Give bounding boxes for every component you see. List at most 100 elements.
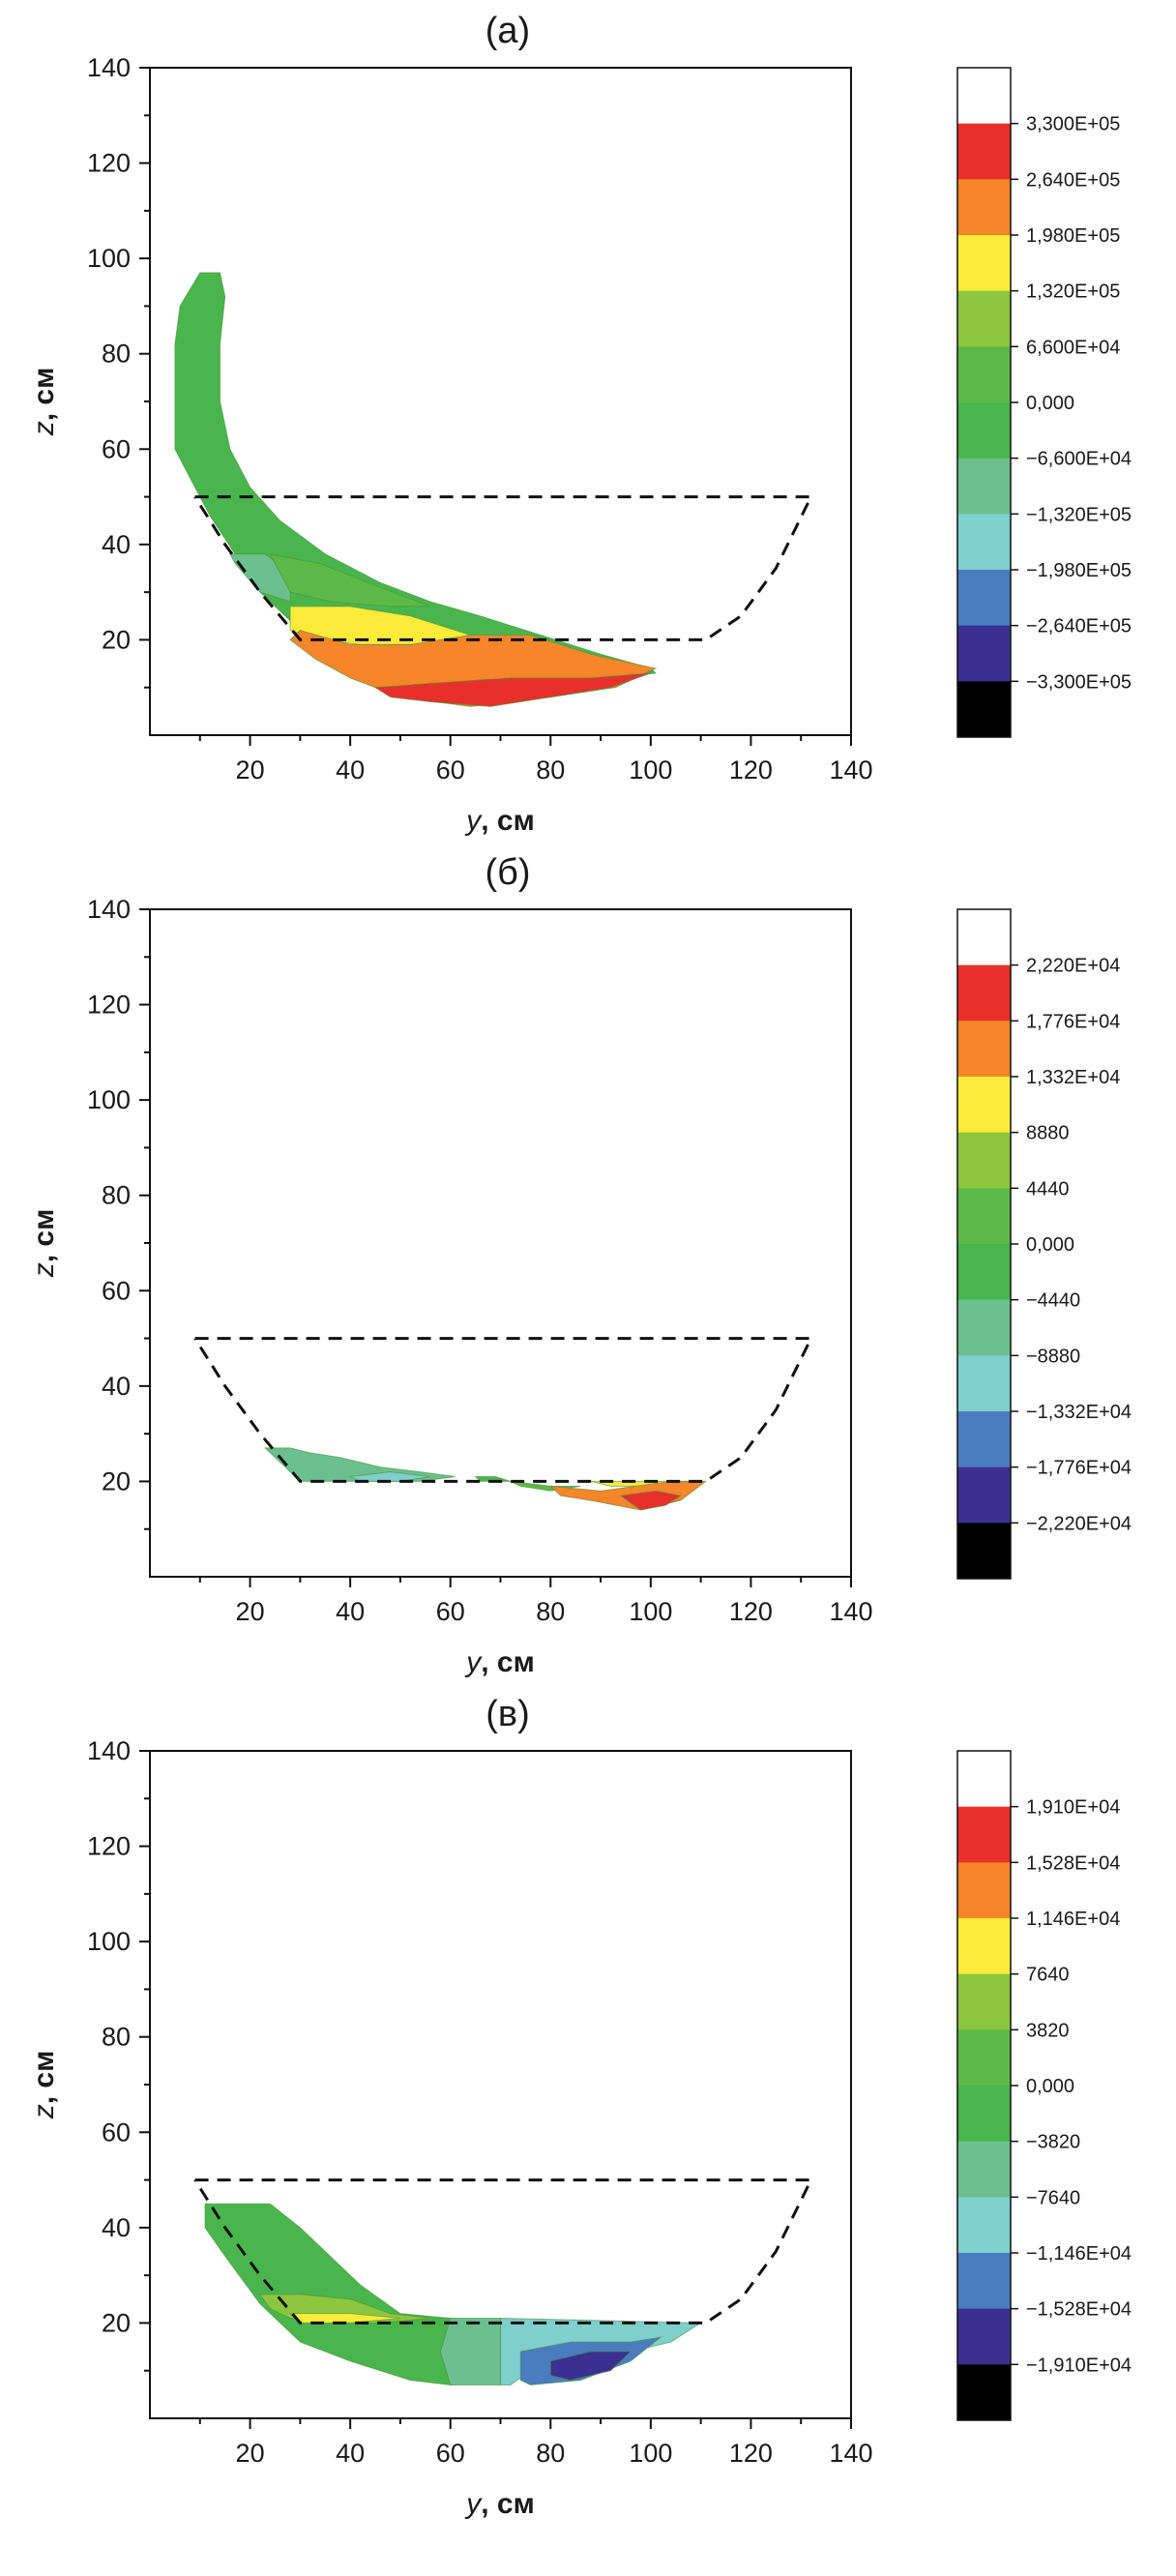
x-tick-label: 120 [729, 1597, 773, 1626]
legend-label: −2,220E+04 [1026, 1513, 1132, 1534]
panel-b: (б)20 40 60 80 100 120 14020406080100120140y, … [28, 852, 1132, 1678]
legend-swatch [957, 1466, 1011, 1524]
y-axis-ticks: 20 40 60 80 100 120 140 [87, 53, 150, 689]
legend-label: −4440 [1026, 1290, 1080, 1312]
x-tick-label: 140 [829, 755, 872, 785]
legend-label: −7640 [1026, 2187, 1080, 2208]
color-legend: 2,220E+04 1,776E+04 1,332E+04 8880 4440 0,000… [956, 908, 1132, 1580]
legend-label: 2,220E+04 [1026, 956, 1120, 977]
legend-swatch [957, 2029, 1011, 2087]
x-axis-variable: y [464, 1646, 483, 1678]
legend-swatch [957, 1918, 1011, 1975]
legend-swatch [957, 402, 1011, 459]
x-axis-title: y, см [464, 805, 535, 837]
legend-label: 6,600E+04 [1026, 337, 1120, 358]
x-tick-label: 60 [436, 2439, 465, 2468]
y-tick-label: 40 [102, 2213, 131, 2242]
plot-frame [149, 908, 852, 1578]
legend-label: 1,776E+04 [1026, 1011, 1120, 1032]
panel-a-title: (а) [485, 11, 530, 51]
legend-label: −8880 [1026, 1346, 1080, 1367]
y-tick-label: 60 [102, 1276, 131, 1305]
legend-label: 1,320E+05 [1026, 281, 1120, 303]
legend-swatch [957, 1355, 1011, 1412]
legend-swatch [957, 2364, 1011, 2421]
legend-swatch [957, 2253, 1011, 2310]
legend-label: 0,000 [1026, 2076, 1074, 2097]
y-axis-variable: z [28, 2104, 60, 2119]
x-tick-label: 140 [829, 2439, 872, 2468]
legend-swatch [957, 68, 1011, 125]
y-axis-ticks: 20 40 60 80 100 120 140 [87, 895, 150, 1530]
legend-label: 1,910E+04 [1026, 1797, 1120, 1819]
legend-swatch [957, 458, 1011, 515]
legend-swatch [957, 681, 1011, 738]
x-axis-unit: , см [481, 2488, 535, 2520]
legend-label: 3820 [1026, 2020, 1070, 2041]
x-axis-unit: , см [481, 805, 535, 837]
contour-regions [204, 2203, 703, 2386]
y-tick-label: 140 [87, 1736, 131, 1765]
y-tick-label: 60 [102, 434, 131, 463]
y-axis-title: z, см [28, 368, 60, 437]
y-axis-unit: , см [28, 2051, 60, 2105]
y-tick-label: 80 [102, 2023, 131, 2052]
legend-label: −1,146E+04 [1026, 2243, 1132, 2265]
y-tick-label: 120 [87, 149, 131, 178]
contour-region-6 [373, 672, 652, 707]
color-legend: 3,300E+05 2,640E+05 1,980E+05 1,320E+05 6,60… [956, 67, 1132, 738]
y-axis-title: z, см [28, 1209, 60, 1279]
x-axis-variable: y [464, 2488, 483, 2520]
legend-swatch [957, 625, 1011, 682]
x-tick-label: 60 [436, 755, 465, 785]
x-tick-label: 100 [629, 2439, 672, 2468]
y-tick-label: 80 [102, 1181, 131, 1210]
legend-swatch [957, 514, 1011, 571]
x-axis-ticks: 20 40 60 80 100 120 140 [198, 1577, 873, 1626]
legend-swatch [957, 1411, 1011, 1468]
contour-region-3 [269, 553, 431, 607]
legend-swatch [957, 179, 1011, 236]
legend-swatch [957, 290, 1011, 347]
y-axis-ticks: 20 40 60 80 100 120 140 [87, 1736, 150, 2372]
legend-swatch [957, 1188, 1011, 1245]
legend-swatch [957, 1751, 1011, 1808]
legend-label: −1,776E+04 [1026, 1458, 1132, 1479]
x-tick-label: 20 [236, 2439, 265, 2468]
legend-label: −2,640E+05 [1026, 616, 1132, 637]
contour-region-4 [439, 2318, 501, 2385]
panel-c: (в)20 40 60 80 100 120 14020406080100120140y, … [28, 1694, 1132, 2520]
legend-swatch [957, 570, 1011, 627]
legend-label: 3,300E+05 [1026, 114, 1120, 135]
x-tick-label: 40 [336, 2439, 365, 2468]
legend-swatch [957, 1806, 1011, 1863]
x-axis-title: y, см [464, 1646, 535, 1678]
panel-b-title: (б) [485, 852, 530, 893]
panel-a: (а)20 40 60 80 100 120 14020406080100120140y, … [28, 11, 1132, 837]
legend-swatch [957, 235, 1011, 292]
legend-label: 1,980E+05 [1026, 225, 1120, 247]
legend-label: 2,640E+05 [1026, 169, 1120, 191]
x-axis-ticks: 20 40 60 80 100 120 140 [198, 2418, 873, 2468]
x-axis-ticks: 20 40 60 80 100 120 140 [198, 735, 873, 785]
y-axis-unit: , см [28, 1209, 60, 1263]
legend-swatch [957, 2141, 1011, 2198]
legend-swatch [957, 2086, 1011, 2143]
color-legend: 1,910E+04 1,528E+04 1,146E+04 7640 3820 0,000… [956, 1750, 1132, 2421]
legend-label: −1,528E+04 [1026, 2299, 1132, 2321]
y-tick-label: 100 [87, 1927, 131, 1956]
contour-region-7 [619, 1490, 683, 1511]
y-tick-label: 140 [87, 895, 131, 924]
y-tick-label: 20 [102, 1466, 131, 1495]
y-axis-variable: z [28, 1262, 60, 1278]
x-tick-label: 120 [729, 755, 773, 785]
legend-swatch [957, 1244, 1011, 1301]
x-tick-label: 100 [629, 755, 672, 785]
panel-c-title: (в) [485, 1694, 530, 1734]
legend-label: −1,980E+05 [1026, 560, 1132, 581]
y-tick-label: 40 [102, 1372, 131, 1401]
x-tick-label: 40 [336, 755, 365, 785]
legend-swatch [957, 2308, 1011, 2365]
y-tick-label: 80 [102, 340, 131, 369]
